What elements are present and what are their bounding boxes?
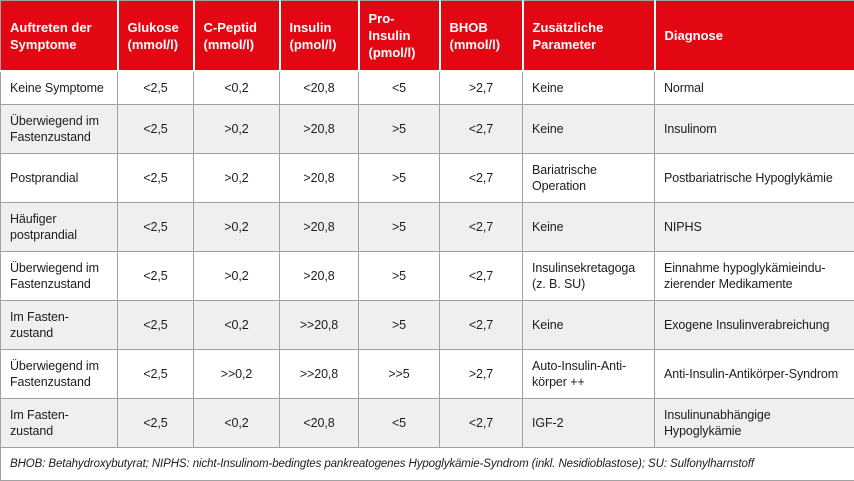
table-cell: Im Fasten- zustand: [1, 301, 118, 350]
table-cell: <2,5: [118, 203, 194, 252]
table-cell: <0,2: [194, 399, 280, 448]
table-cell: >5: [359, 105, 440, 154]
table-cell: <2,5: [118, 105, 194, 154]
column-header-bhob: BHOB (mmol/l): [440, 1, 523, 72]
table-cell: >5: [359, 301, 440, 350]
column-header-insulin: Insulin (pmol/l): [280, 1, 359, 72]
column-header-pro-insulin: Pro-Insulin (pmol/l): [359, 1, 440, 72]
table-cell: >5: [359, 203, 440, 252]
table-cell: Exogene Insulinverabreichung: [655, 301, 854, 350]
table-footnote-row: BHOB: Betahydroxybutyrat; NIPHS: nicht-I…: [1, 448, 854, 481]
table-cell: Keine Symptome: [1, 71, 118, 105]
table-cell: <2,7: [440, 105, 523, 154]
table-cell: <20,8: [280, 71, 359, 105]
table-footnote: BHOB: Betahydroxybutyrat; NIPHS: nicht-I…: [1, 448, 854, 481]
table-row: Häufiger postprandial<2,5>0,2>20,8>5<2,7…: [1, 203, 854, 252]
table-cell: <2,5: [118, 71, 194, 105]
table-cell: <2,5: [118, 252, 194, 301]
table-cell: Insulinunabhängige Hypoglykämie: [655, 399, 854, 448]
table-cell: <2,5: [118, 350, 194, 399]
table-cell: >2,7: [440, 71, 523, 105]
table-cell: Im Fasten- zustand: [1, 399, 118, 448]
table-cell: >0,2: [194, 154, 280, 203]
table-cell: >2,7: [440, 350, 523, 399]
column-header-c-peptid: C-Peptid (mmol/l): [194, 1, 280, 72]
table-cell: <2,7: [440, 399, 523, 448]
table-cell: Insulinom: [655, 105, 854, 154]
table-cell: Keine: [523, 301, 655, 350]
table-cell: NIPHS: [655, 203, 854, 252]
table-cell: Überwiegend im Fastenzustand: [1, 252, 118, 301]
table-cell: <2,5: [118, 301, 194, 350]
table-cell: >5: [359, 252, 440, 301]
table-cell: Postprandial: [1, 154, 118, 203]
table-cell: >>20,8: [280, 301, 359, 350]
table-cell: Keine: [523, 71, 655, 105]
table-cell: <5: [359, 71, 440, 105]
table-cell: >20,8: [280, 154, 359, 203]
table-cell: >>5: [359, 350, 440, 399]
table-cell: >0,2: [194, 203, 280, 252]
table-cell: <20,8: [280, 399, 359, 448]
table-cell: <2,5: [118, 154, 194, 203]
table-cell: Auto-Insulin-Anti- körper ++: [523, 350, 655, 399]
table-cell: Einnahme hypoglykämieindu- zierender Med…: [655, 252, 854, 301]
table-cell: >20,8: [280, 203, 359, 252]
table-cell: <2,7: [440, 252, 523, 301]
table-cell: Häufiger postprandial: [1, 203, 118, 252]
table-cell: >>0,2: [194, 350, 280, 399]
table-cell: <2,7: [440, 301, 523, 350]
table-cell: >20,8: [280, 252, 359, 301]
table-cell: Postbariatrische Hypoglykämie: [655, 154, 854, 203]
table-cell: Überwiegend im Fastenzustand: [1, 350, 118, 399]
table-cell: <2,5: [118, 399, 194, 448]
table-row: Überwiegend im Fastenzustand<2,5>0,2>20,…: [1, 252, 854, 301]
table-cell: <0,2: [194, 71, 280, 105]
column-header-diagnose: Diagnose: [655, 1, 854, 72]
table-cell: <2,7: [440, 154, 523, 203]
column-header-glukose: Glukose (mmol/l): [118, 1, 194, 72]
table-cell: >20,8: [280, 105, 359, 154]
table-cell: Keine: [523, 105, 655, 154]
table-cell: >5: [359, 154, 440, 203]
table-header-row: Auftreten der Symptome Glukose (mmol/l) …: [1, 1, 854, 72]
table-cell: IGF-2: [523, 399, 655, 448]
table-cell: >0,2: [194, 252, 280, 301]
table-cell: Anti-Insulin-Antikörper-Syndrom: [655, 350, 854, 399]
table-cell: Keine: [523, 203, 655, 252]
column-header-symptome: Auftreten der Symptome: [1, 1, 118, 72]
table-cell: Normal: [655, 71, 854, 105]
table-cell: >0,2: [194, 105, 280, 154]
table-cell: Bariatrische Operation: [523, 154, 655, 203]
table-cell: >>20,8: [280, 350, 359, 399]
table-row: Überwiegend im Fastenzustand<2,5>>0,2>>2…: [1, 350, 854, 399]
table-cell: <2,7: [440, 203, 523, 252]
table-cell: <5: [359, 399, 440, 448]
table-cell: <0,2: [194, 301, 280, 350]
table-cell: Überwiegend im Fastenzustand: [1, 105, 118, 154]
column-header-zusaetzliche-parameter: Zusätzliche Parameter: [523, 1, 655, 72]
table-cell: Insulinsekretagoga (z. B. SU): [523, 252, 655, 301]
table-row: Überwiegend im Fastenzustand<2,5>0,2>20,…: [1, 105, 854, 154]
